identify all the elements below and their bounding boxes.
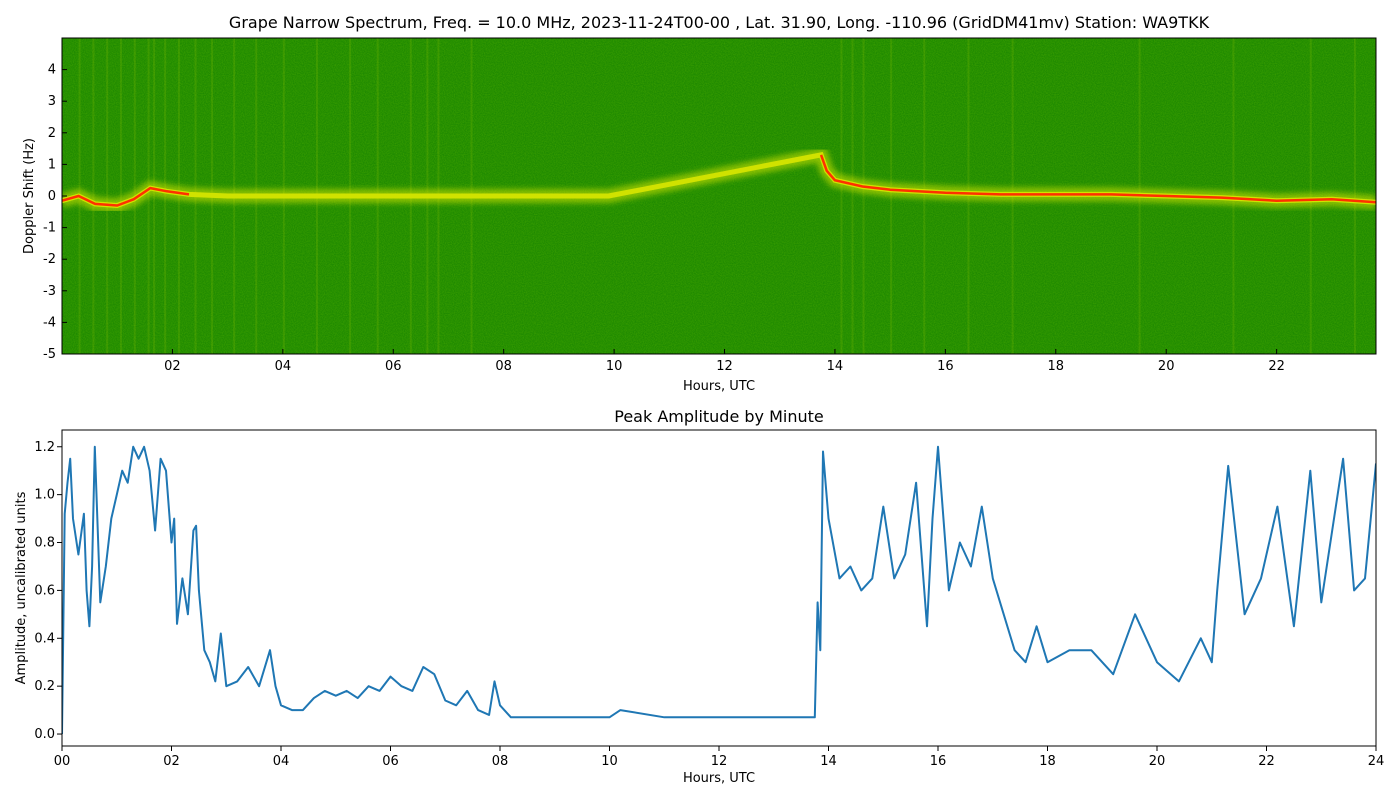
- spectrogram-streak: [862, 38, 865, 354]
- amplitude-x-tick-label: 04: [273, 754, 290, 769]
- spectrogram-streak: [376, 38, 379, 354]
- spectrogram-y-tick-label: -4: [43, 315, 56, 330]
- spectrogram-x-tick-label: 22: [1268, 359, 1285, 374]
- doppler-trace: [62, 154, 1376, 207]
- spectrogram-streak: [119, 38, 122, 354]
- amplitude-x-axis-label: Hours, UTC: [683, 771, 755, 786]
- spectrogram-streak: [1309, 38, 1312, 354]
- spectrogram-y-tick-label: -1: [43, 221, 56, 236]
- amplitude-x-tick-label: 18: [1039, 754, 1056, 769]
- spectrogram-streak: [923, 38, 926, 354]
- spectrogram-y-axis-label: Doppler Shift (Hz): [22, 138, 37, 254]
- amplitude-title: Peak Amplitude by Minute: [614, 407, 824, 426]
- spectrogram-panel: Grape Narrow Spectrum, Freq. = 10.0 MHz,…: [22, 13, 1377, 394]
- spectrogram-y-ticks: -5 -4 -3 -2 -1 0 1 2 3 4: [43, 63, 67, 362]
- spectrogram-streak: [1011, 38, 1014, 354]
- spectrogram-x-tick-label: 08: [495, 359, 512, 374]
- amplitude-x-tick-label: 14: [820, 754, 837, 769]
- amplitude-x-tick-label: 08: [492, 754, 509, 769]
- amplitude-y-tick-label: 0.4: [34, 631, 55, 646]
- spectrogram-streak: [211, 38, 214, 354]
- amplitude-x-tick-label: 10: [601, 754, 618, 769]
- doppler-trace-peak: [819, 154, 1376, 204]
- amplitude-y-tick-label: 1.0: [34, 488, 55, 503]
- amplitude-y-tick-label: 1.2: [34, 440, 55, 455]
- doppler-trace-peak: [62, 186, 190, 207]
- spectrogram-streak: [164, 38, 167, 354]
- amplitude-y-ticks: 0.0 0.2 0.4 0.6 0.8 1.0 1.2: [34, 440, 62, 742]
- spectrogram-streak: [437, 38, 440, 354]
- spectrogram-streak: [153, 38, 156, 354]
- amplitude-x-tick-label: 12: [711, 754, 728, 769]
- spectrogram-streak: [851, 38, 854, 354]
- amplitude-y-tick-label: 0.6: [34, 583, 55, 598]
- spectrogram-x-tick-label: 14: [827, 359, 844, 374]
- spectrogram-streak: [1353, 38, 1356, 354]
- amplitude-x-tick-label: 20: [1149, 754, 1166, 769]
- spectrogram-y-tick-label: -3: [43, 284, 56, 299]
- spectrogram-streak: [1232, 38, 1235, 354]
- spectrogram-x-tick-label: 10: [606, 359, 623, 374]
- spectrogram-streak: [315, 38, 318, 354]
- spectrogram-y-tick-label: 2: [48, 126, 56, 141]
- amplitude-plot-background: [62, 430, 1376, 746]
- spectrogram-streak: [409, 38, 412, 354]
- spectrogram-plot-area: [62, 38, 1376, 354]
- spectrogram-title: Grape Narrow Spectrum, Freq. = 10.0 MHz,…: [229, 13, 1210, 32]
- spectrogram-streak: [470, 38, 473, 354]
- spectrogram-x-ticks: 02 04 06 08 10 12 14 16 18 20 22: [164, 349, 1285, 374]
- amplitude-y-axis-label: Amplitude, uncalibrated units: [14, 491, 29, 684]
- spectrogram-y-tick-label: 4: [48, 63, 56, 78]
- spectrogram-x-axis-label: Hours, UTC: [683, 379, 755, 394]
- spectrogram-x-tick-label: 12: [716, 359, 733, 374]
- amplitude-y-tick-label: 0.2: [34, 679, 55, 694]
- spectrogram-streak: [255, 38, 258, 354]
- spectrogram-x-tick-label: 06: [385, 359, 402, 374]
- spectrogram-x-tick-label: 20: [1158, 359, 1175, 374]
- spectrogram-streak: [194, 38, 197, 354]
- amplitude-x-tick-label: 22: [1258, 754, 1275, 769]
- amplitude-y-tick-label: 0.0: [34, 727, 55, 742]
- spectrogram-x-tick-label: 18: [1048, 359, 1065, 374]
- amplitude-x-ticks: 00 02 04 06 08 10 12 14 16 18 20 22 24: [54, 746, 1385, 769]
- spectrogram-streak: [133, 38, 136, 354]
- spectrogram-streak: [147, 38, 150, 354]
- spectrogram-streak: [92, 38, 95, 354]
- spectrogram-x-tick-label: 16: [937, 359, 954, 374]
- amplitude-panel: Peak Amplitude by Minute 00 02 04 06 08 10 12 1…: [14, 407, 1384, 786]
- spectrogram-x-tick-label: 04: [275, 359, 292, 374]
- amplitude-x-tick-label: 00: [54, 754, 71, 769]
- amplitude-x-tick-label: 06: [382, 754, 399, 769]
- spectrogram-streak: [426, 38, 429, 354]
- spectrogram-streak: [840, 38, 843, 354]
- spectrogram-y-tick-label: -2: [43, 252, 56, 267]
- spectrogram-streak: [890, 38, 893, 354]
- spectrogram-y-tick-label: 1: [48, 157, 56, 172]
- spectrogram-y-tick-label: 0: [48, 189, 56, 204]
- spectrogram-streak: [282, 38, 285, 354]
- spectrogram-streak: [349, 38, 352, 354]
- amplitude-y-tick-label: 0.8: [34, 536, 55, 551]
- amplitude-series-line: [62, 445, 1376, 735]
- amplitude-x-tick-label: 02: [163, 754, 180, 769]
- spectrogram-streak: [177, 38, 180, 354]
- spectrogram-y-tick-label: 3: [48, 94, 56, 109]
- spectrogram-streak: [967, 38, 970, 354]
- spectrogram-y-tick-label: -5: [43, 347, 56, 362]
- amplitude-x-tick-label: 24: [1368, 754, 1385, 769]
- spectrogram-streak: [106, 38, 109, 354]
- amplitude-x-tick-label: 16: [930, 754, 947, 769]
- spectrogram-streak: [233, 38, 236, 354]
- spectrogram-x-tick-label: 02: [164, 359, 181, 374]
